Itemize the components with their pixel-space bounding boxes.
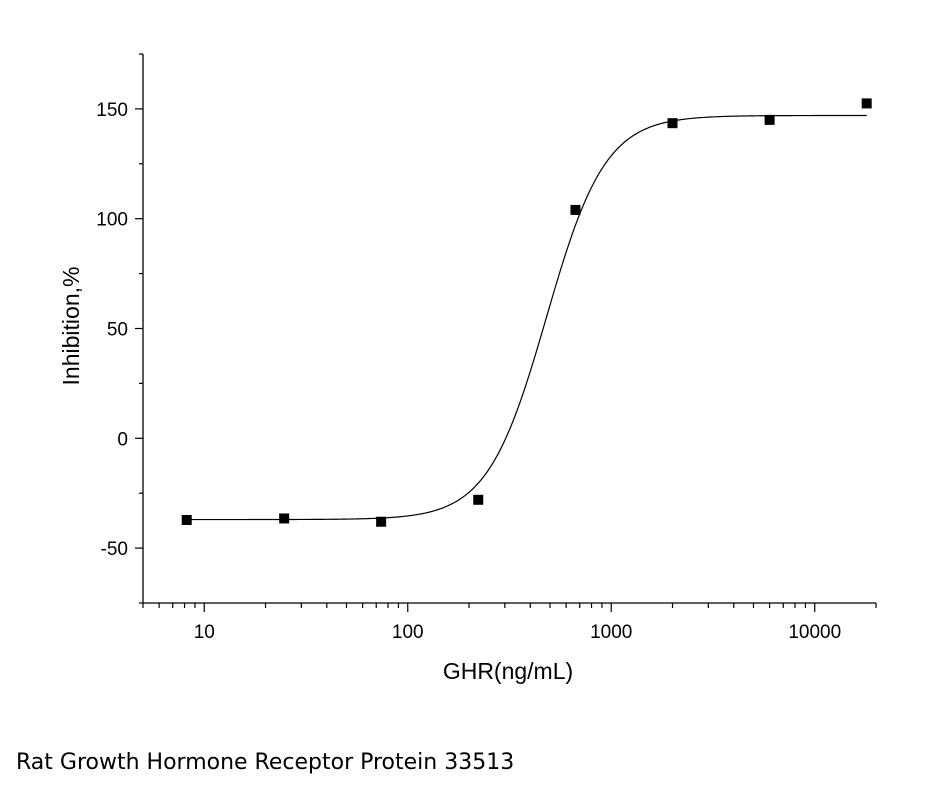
x-axis-label: GHR(ng/mL) — [443, 658, 573, 684]
y-tick-label: 0 — [117, 429, 128, 450]
x-tick-label: 100 — [392, 622, 424, 643]
data-point — [279, 513, 290, 524]
y-axis-ticks: -50 0 50 100 150 — [96, 53, 143, 604]
axes — [142, 54, 876, 604]
y-tick-label: 150 — [96, 100, 128, 121]
data-point — [376, 516, 387, 527]
y-tick-label: -50 — [101, 539, 128, 560]
data-points — [181, 98, 872, 527]
x-tick-label: 1000 — [590, 622, 632, 643]
y-axis-label: Inhibition,% — [58, 267, 84, 386]
data-point — [861, 98, 872, 109]
y-tick-label: 50 — [107, 320, 128, 341]
fit-curve — [186, 114, 867, 521]
data-point — [667, 118, 678, 129]
data-point — [181, 514, 192, 525]
x-tick-label: 10 — [194, 622, 215, 643]
figure-caption: Rat Growth Hormone Receptor Protein 3351… — [16, 750, 515, 775]
fit-curve-group — [186, 114, 867, 521]
data-point — [570, 204, 581, 215]
data-point — [473, 494, 484, 505]
y-tick-label: 100 — [96, 210, 128, 231]
x-tick-label: 10000 — [788, 622, 841, 643]
x-axis-ticks: 10 100 1000 10000 — [142, 603, 877, 643]
data-point — [764, 114, 775, 125]
